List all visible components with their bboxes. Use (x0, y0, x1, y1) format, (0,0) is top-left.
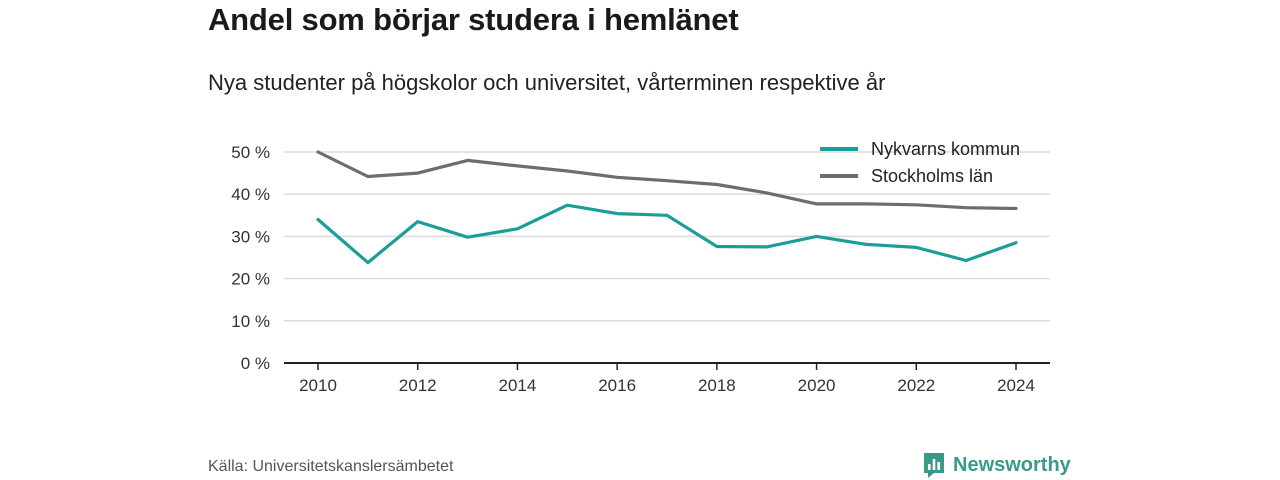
x-tick-label: 2014 (499, 376, 537, 395)
legend-label: Stockholms län (871, 166, 993, 186)
x-tick-label: 2020 (798, 376, 836, 395)
x-tick-label: 2024 (997, 376, 1035, 395)
y-tick-label: 10 % (231, 312, 270, 331)
y-tick-label: 50 % (231, 143, 270, 162)
chart-title: Andel som börjar studera i hemlänet (208, 2, 739, 37)
x-tick-label: 2016 (598, 376, 636, 395)
newsworthy-logo-icon (924, 453, 944, 478)
x-tick-label: 2010 (299, 376, 337, 395)
x-tick-label: 2018 (698, 376, 736, 395)
x-axis: 2010 2012 2014 2016 2018 2020 2022 2024 (284, 362, 1050, 395)
x-tick-label: 2012 (399, 376, 437, 395)
y-tick-label: 30 % (231, 227, 270, 246)
source-note: Källa: Universitetskanslersämbetet (208, 458, 454, 475)
y-tick-label: 40 % (231, 185, 270, 204)
brand-name: Newsworthy (953, 453, 1071, 476)
y-tick-label: 20 % (231, 270, 270, 289)
x-tick-label: 2022 (897, 376, 935, 395)
series-lines (316, 150, 1018, 265)
gridlines (284, 151, 1050, 322)
legend-label: Nykvarns kommun (871, 139, 1020, 159)
series-line (316, 150, 1018, 211)
y-tick-label: 0 % (241, 354, 270, 373)
y-axis-ticks: 0 % 10 % 20 % 30 % 40 % 50 % (231, 143, 270, 373)
line-chart: 0 % 10 % 20 % 30 % 40 % 50 % 2010 2012 2014 2016… (231, 139, 1050, 395)
legend: Nykvarns kommun Stockholms län (820, 139, 1020, 186)
brand-logo: Newsworthy (922, 451, 1071, 479)
chart-subtitle: Nya studenter på högskolor och universit… (208, 70, 886, 95)
series-line (316, 203, 1018, 265)
